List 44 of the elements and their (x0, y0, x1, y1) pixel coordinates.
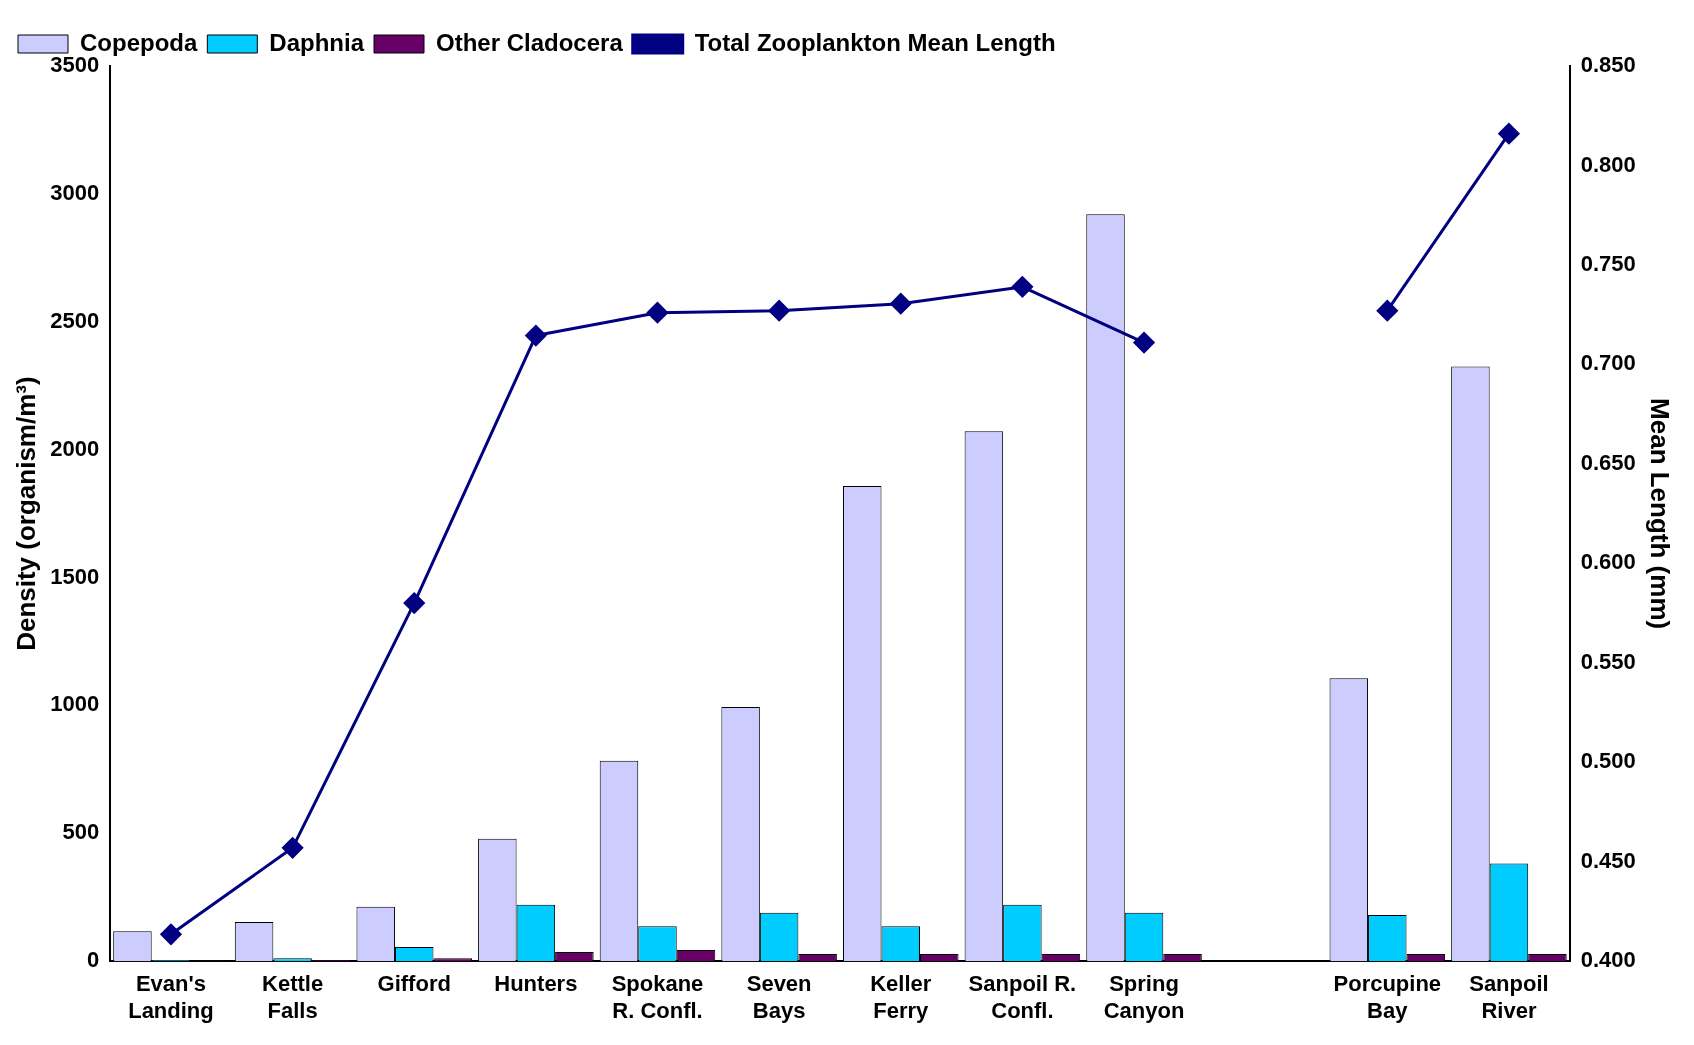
legend-label: Other Cladocera (436, 28, 624, 56)
point (1133, 332, 1155, 354)
point (403, 592, 425, 614)
x-tick-label: Keller Ferry (870, 971, 932, 1023)
y-tick-label: 0 (86, 947, 100, 973)
y-axis-title: Density (organism/m³) (10, 376, 41, 651)
point (1011, 276, 1033, 298)
point (768, 300, 790, 322)
y2-tick-label: 0.550 (1580, 648, 1636, 674)
y2-tick-label: 0.800 (1580, 151, 1636, 177)
point (160, 923, 182, 945)
legend-label: Daphnia (269, 28, 365, 56)
x-tick-label: Porcupine Bay (1333, 971, 1442, 1023)
legend-label: Total Zooplankton Mean Length (694, 28, 1056, 56)
x-tick-label: Sanpoil River (1469, 971, 1549, 1023)
x-tick-label: Gifford (377, 971, 451, 997)
y-tick-label: 2000 (50, 435, 100, 461)
y-tick-label: 2500 (50, 307, 100, 333)
y2-tick-label: 0.450 (1580, 847, 1636, 873)
y2-tick-label: 0.700 (1580, 350, 1636, 376)
y-tick-label: 3000 (50, 179, 100, 205)
x-tick-label: Evan's Landing (128, 971, 214, 1023)
x-tick-label: Seven Bays (746, 971, 812, 1023)
point (890, 293, 912, 315)
x-tick-label: Kettle Falls (262, 971, 324, 1023)
y2-tick-label: 0.400 (1580, 947, 1636, 973)
x-tick-label: Spokane R. Confl. (611, 971, 704, 1023)
y2-tick-label: 0.850 (1580, 52, 1636, 78)
y-tick-label: 1500 (50, 563, 100, 589)
point (646, 302, 668, 324)
point (525, 325, 547, 347)
y2-tick-label: 0.750 (1580, 251, 1636, 276)
y2-tick-label: 0.600 (1580, 549, 1636, 575)
point (1498, 123, 1520, 145)
x-tick-label: Sanpoil R. Confl. (968, 971, 1077, 1023)
x-tick-label: Spring Canyon (1103, 971, 1185, 1023)
y-tick-label: 1000 (50, 691, 100, 717)
point (1376, 300, 1398, 322)
y2-axis-title: Mean Length (mm) (1645, 398, 1676, 630)
y2-tick-label: 0.650 (1580, 449, 1636, 475)
point (282, 837, 304, 859)
x-tick-label: Hunters (494, 971, 578, 997)
y2-tick-label: 0.500 (1580, 748, 1636, 774)
y-tick-label: 500 (62, 819, 100, 845)
